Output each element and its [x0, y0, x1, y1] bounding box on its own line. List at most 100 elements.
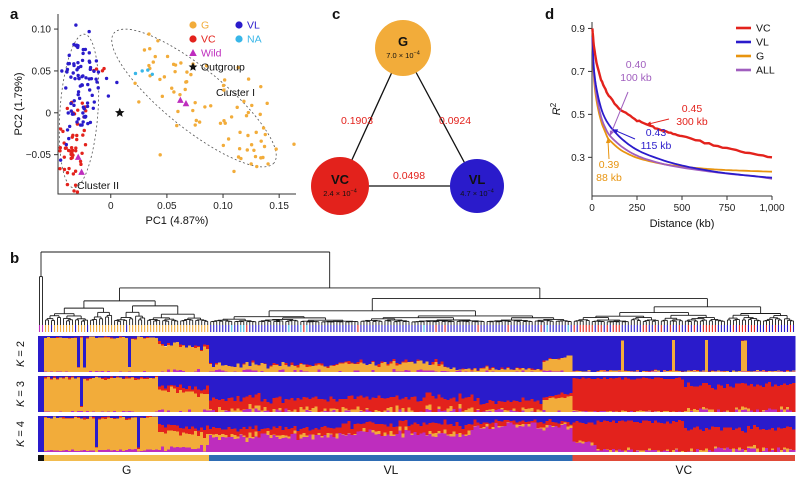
scatter-point — [191, 108, 195, 113]
svg-text:0.15: 0.15 — [269, 201, 289, 212]
scatter-point — [222, 88, 226, 92]
scatter-point — [194, 118, 198, 123]
panel-d-ld-decay-chart: 0 250 500 750 1,000 0.3 0.5 0.7 0.9 Distance (kb)… — [549, 22, 785, 230]
panel-b-structure-plot: K = 2 K = 3 K = 4 G VL VC — [15, 251, 796, 477]
svg-text:0.3: 0.3 — [571, 153, 585, 164]
group-bar-segment — [38, 455, 45, 461]
scatter-point — [83, 143, 88, 147]
scatter-point — [66, 111, 70, 115]
scatter-point — [193, 123, 197, 127]
scatter-point — [218, 121, 223, 125]
scatter-point — [61, 129, 65, 134]
edge-weight-label: 0.0924 — [439, 115, 471, 127]
y-axis-label: PC2 (1.79%) — [13, 73, 25, 136]
scatter-point — [263, 132, 267, 137]
legend-label: G — [201, 20, 209, 32]
scatter-point — [70, 135, 74, 139]
annotation-distance: 115 kb — [641, 140, 672, 152]
scatter-point — [65, 128, 70, 132]
svg-text:0.5: 0.5 — [571, 110, 585, 121]
scatter-point-wild — [182, 99, 190, 107]
annotation-distance: 88 kb — [596, 172, 622, 184]
group-label-vl: VL — [384, 463, 399, 477]
scatter-point — [87, 29, 91, 34]
node-name: G — [398, 34, 408, 49]
scatter-point — [62, 155, 67, 159]
scatter-point — [175, 123, 179, 128]
scatter-point — [265, 101, 269, 106]
scatter-point — [245, 148, 249, 152]
node-value: 2.4 × 10−4 — [323, 189, 357, 199]
scatter-point — [81, 74, 85, 78]
scatter-point — [65, 67, 70, 72]
scatter-point — [203, 105, 207, 109]
scatter-point — [176, 109, 180, 114]
population-node-vc — [311, 157, 369, 215]
outgroup-legend-star-icon — [188, 62, 198, 71]
scatter-point — [81, 120, 85, 124]
scatter-point — [82, 107, 86, 111]
scatter-point — [85, 104, 90, 109]
scatter-point — [94, 59, 99, 63]
scatter-point — [75, 190, 80, 194]
scatter-point — [274, 147, 278, 151]
scatter-point — [150, 72, 155, 76]
panel-label-a: a — [10, 6, 19, 23]
scatter-point — [75, 133, 79, 138]
ld-plot: 0 250 500 750 1,000 0.3 0.5 0.7 0.9 Distance (kb)… — [549, 22, 785, 230]
annotation-distance: 100 kb — [620, 72, 652, 84]
scatter-point — [209, 104, 213, 108]
population-group-bar: G VL VC — [38, 455, 795, 477]
scatter-point — [151, 60, 155, 64]
annotation-value: 0.40 — [626, 59, 647, 71]
scatter-point — [146, 68, 150, 72]
scatter-point — [106, 94, 111, 98]
scatter-point — [223, 121, 227, 125]
scatter-point — [73, 76, 77, 81]
scatter-point — [71, 172, 76, 176]
scatter-point — [58, 127, 63, 131]
scatter-point — [65, 182, 70, 187]
scatter-point — [235, 105, 239, 110]
k-row-label: K = 3 — [15, 381, 27, 407]
panel-label-c: c — [332, 6, 341, 23]
svg-text:500: 500 — [674, 203, 691, 214]
svg-text:0.05: 0.05 — [157, 201, 177, 212]
node-value: 7.0 × 10−4 — [386, 51, 420, 61]
scatter-point-wild — [177, 96, 184, 103]
scatter-point — [259, 139, 263, 143]
scatter-point — [85, 101, 90, 105]
scatter-point — [70, 112, 75, 116]
scatter-point — [170, 86, 174, 90]
scatter-point — [72, 189, 76, 193]
dendrogram — [38, 251, 795, 332]
legend-label: VC — [201, 34, 216, 46]
scatter-point — [58, 146, 63, 150]
scatter-point — [90, 93, 94, 98]
scatter-point — [71, 71, 75, 75]
k-row-label: K = 4 — [15, 421, 27, 447]
svg-text:0.05: 0.05 — [32, 66, 52, 77]
series-vl — [591, 36, 773, 179]
scatter-point-wild — [78, 168, 85, 175]
wild-legend-triangle-icon — [189, 49, 197, 56]
scatter-point — [87, 77, 91, 81]
scatter-point — [75, 120, 79, 124]
scatter-point — [87, 51, 91, 55]
scatter-point — [158, 77, 162, 82]
annotation-value: 0.43 — [646, 127, 667, 139]
scatter-point — [67, 124, 72, 129]
scatter-point — [67, 136, 71, 141]
scatter-point — [58, 149, 62, 153]
scatter-point — [86, 82, 90, 87]
scatter-point — [147, 63, 151, 68]
svg-text:−0.05: −0.05 — [26, 150, 52, 161]
scatter-point — [185, 70, 189, 74]
scatter-point — [72, 99, 76, 103]
annotation-value: 0.45 — [682, 103, 703, 115]
panel-label-d: d — [545, 6, 555, 23]
structure-row-k4 — [38, 416, 796, 452]
scatter-point — [266, 162, 270, 166]
scatter-point — [78, 159, 83, 164]
scatter-point — [76, 90, 81, 94]
